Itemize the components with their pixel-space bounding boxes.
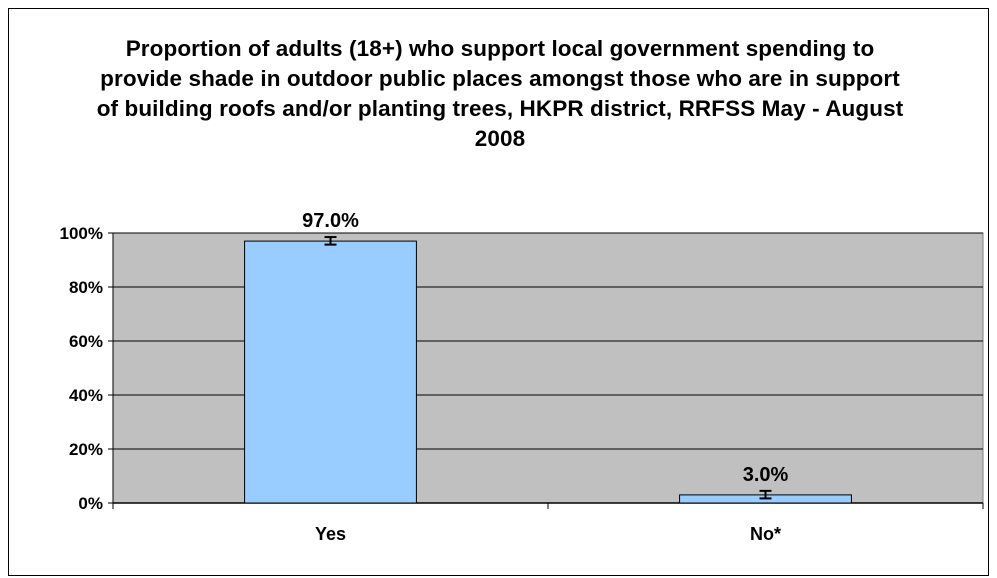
x-tick-label: Yes [315,524,346,544]
x-tick-label: No* [750,524,781,544]
data-label: 3.0% [743,464,789,486]
plot-area [112,232,984,504]
y-tick-label: 100% [60,224,103,243]
data-label: 97.0% [302,210,359,232]
chart-title: Proportion of adults (18+) who support l… [96,36,904,151]
y-tick-label: 40% [69,386,103,405]
y-tick-label: 0% [78,494,103,513]
bar-yes [244,240,417,504]
y-tick-label: 20% [69,440,103,459]
y-tick-label: 60% [69,332,103,351]
y-tick-label: 80% [69,278,103,297]
